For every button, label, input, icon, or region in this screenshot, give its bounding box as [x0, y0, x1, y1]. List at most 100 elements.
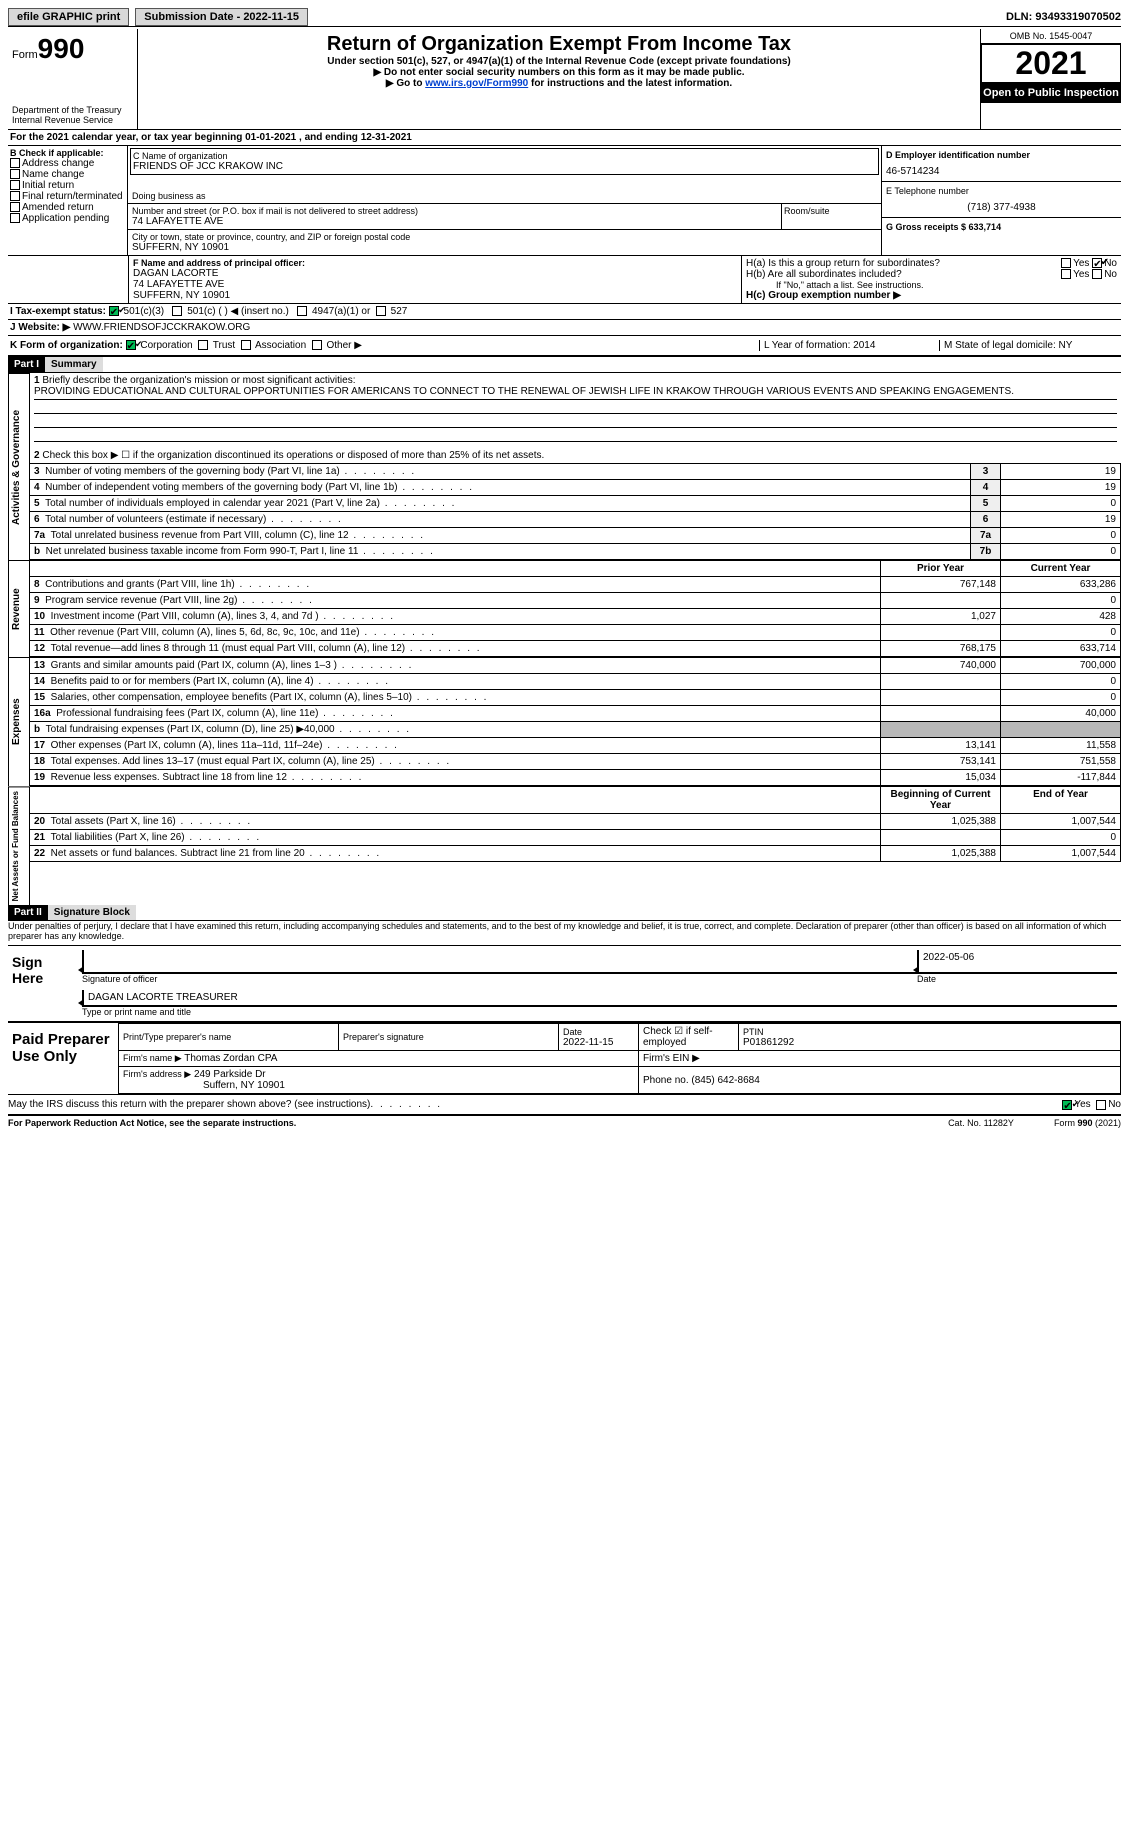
m-state: M State of legal domicile: NY	[939, 340, 1119, 351]
part2-title: Signature Block	[48, 905, 136, 920]
part1-num: Part I	[8, 357, 45, 372]
opt-amended[interactable]: Amended return	[22, 202, 94, 213]
k-corp[interactable]: Corporation	[140, 340, 192, 351]
paid-preparer-label: Paid Preparer Use Only	[8, 1023, 118, 1094]
form-number: 990	[38, 33, 85, 64]
website-value: WWW.FRIENDSOFJCCKRAKOW.ORG	[73, 322, 250, 333]
ha-label: H(a) Is this a group return for subordin…	[746, 258, 1061, 269]
table-row: 8 Contributions and grants (Part VIII, l…	[30, 577, 1121, 593]
j-label: J Website: ▶	[10, 322, 70, 333]
form-label: Form	[12, 49, 38, 61]
i-501c[interactable]: 501(c) ( ) ◀ (insert no.)	[187, 306, 289, 317]
perjury-text: Under penalties of perjury, I declare th…	[8, 921, 1121, 941]
ptin-value: P01861292	[743, 1037, 1116, 1048]
officer-name: DAGAN LACORTE	[133, 268, 737, 279]
table-row: 5 Total number of individuals employed i…	[30, 496, 1121, 512]
table-row: 4 Number of independent voting members o…	[30, 480, 1121, 496]
hb-note: If "No," attach a list. See instructions…	[746, 280, 1117, 290]
officer-name-title: DAGAN LACORTE TREASURER	[88, 992, 238, 1003]
goto-post: for instructions and the latest informat…	[528, 78, 732, 89]
cat-no: Cat. No. 11282Y	[948, 1118, 1014, 1128]
i-label: I Tax-exempt status:	[10, 306, 106, 317]
firm-addr-label: Firm's address ▶	[123, 1069, 191, 1079]
subtitle-2: ▶ Do not enter social security numbers o…	[142, 67, 976, 78]
c-name-label: C Name of organization	[133, 151, 876, 161]
self-employed-check[interactable]: Check ☑ if self-employed	[639, 1024, 739, 1051]
k-other[interactable]: Other ▶	[326, 340, 361, 351]
subtitle-1: Under section 501(c), 527, or 4947(a)(1)…	[142, 56, 976, 67]
g-receipts: G Gross receipts $ 633,714	[886, 222, 1117, 232]
dept-treasury: Department of the Treasury	[12, 105, 133, 115]
opt-name-change[interactable]: Name change	[22, 169, 84, 180]
table-row: 11 Other revenue (Part VIII, column (A),…	[30, 625, 1121, 641]
mission-text: PROVIDING EDUCATIONAL AND CULTURAL OPPOR…	[34, 386, 1117, 400]
hdr-end: End of Year	[1001, 787, 1121, 814]
irs-link[interactable]: www.irs.gov/Form990	[425, 78, 528, 89]
i-501c3[interactable]: 501(c)(3)	[124, 306, 165, 317]
table-row: 21 Total liabilities (Part X, line 26)0	[30, 830, 1121, 846]
prep-name-label: Print/Type preparer's name	[123, 1032, 334, 1042]
form-title: Return of Organization Exempt From Incom…	[142, 33, 976, 56]
table-row: 17 Other expenses (Part IX, column (A), …	[30, 738, 1121, 754]
discuss-no[interactable]: No	[1108, 1099, 1121, 1110]
sign-here-label: Sign Here	[8, 946, 78, 1021]
k-trust[interactable]: Trust	[213, 340, 235, 351]
ptin-label: PTIN	[743, 1027, 1116, 1037]
k-label: K Form of organization:	[10, 340, 123, 351]
d-ein-label: D Employer identification number	[886, 150, 1117, 160]
opt-addr-change[interactable]: Address change	[22, 158, 94, 169]
ein-value: 46-5714234	[886, 166, 1117, 177]
date-label: Date	[917, 974, 1117, 984]
opt-final[interactable]: Final return/terminated	[22, 191, 123, 202]
table-row: 22 Net assets or fund balances. Subtract…	[30, 846, 1121, 862]
hb-yes[interactable]: Yes	[1073, 269, 1089, 280]
efile-button[interactable]: efile GRAPHIC print	[8, 8, 129, 26]
opt-initial[interactable]: Initial return	[22, 180, 74, 191]
street-address: 74 LAFAYETTE AVE	[132, 216, 777, 227]
officer-addr2: SUFFERN, NY 10901	[133, 290, 737, 301]
firm-name-label: Firm's name ▶	[123, 1053, 182, 1063]
table-row: 16a Professional fundraising fees (Part …	[30, 706, 1121, 722]
sig-date: 2022-05-06	[923, 952, 974, 963]
form-header: Form990 Department of the Treasury Inter…	[8, 29, 1121, 130]
pra-notice: For Paperwork Reduction Act Notice, see …	[8, 1118, 296, 1128]
k-assoc[interactable]: Association	[255, 340, 306, 351]
opt-pending[interactable]: Application pending	[22, 213, 109, 224]
line1-label: Briefly describe the organization's miss…	[42, 375, 355, 386]
hdr-current: Current Year	[1001, 561, 1121, 577]
table-row: b Total fundraising expenses (Part IX, c…	[30, 722, 1121, 738]
i-527[interactable]: 527	[391, 306, 408, 317]
table-row: 14 Benefits paid to or for members (Part…	[30, 674, 1121, 690]
prep-date: 2022-11-15	[563, 1037, 634, 1048]
table-row: 7a Total unrelated business revenue from…	[30, 528, 1121, 544]
hb-no[interactable]: No	[1104, 269, 1117, 280]
addr-label: Number and street (or P.O. box if mail i…	[132, 206, 777, 216]
section-b-label: B Check if applicable:	[10, 148, 125, 158]
table-row: 6 Total number of volunteers (estimate i…	[30, 512, 1121, 528]
firm-addr2: Suffern, NY 10901	[123, 1080, 285, 1091]
phone-value: (718) 377-4938	[886, 202, 1117, 213]
table-row: 18 Total expenses. Add lines 13–17 (must…	[30, 754, 1121, 770]
open-inspection: Open to Public Inspection	[981, 83, 1121, 103]
irs-label: Internal Revenue Service	[12, 115, 133, 125]
prep-sig-label: Preparer's signature	[343, 1032, 554, 1042]
line2-text: Check this box ▶ ☐ if the organization d…	[42, 450, 544, 461]
table-row: 12 Total revenue—add lines 8 through 11 …	[30, 641, 1121, 657]
table-row: 9 Program service revenue (Part VIII, li…	[30, 593, 1121, 609]
hc-label: H(c) Group exemption number ▶	[746, 290, 1117, 301]
ha-yes[interactable]: Yes	[1073, 258, 1089, 269]
table-row: 3 Number of voting members of the govern…	[30, 464, 1121, 480]
sig-officer-label: Signature of officer	[82, 974, 917, 984]
table-row: 10 Investment income (Part VIII, column …	[30, 609, 1121, 625]
firm-phone: Phone no. (845) 642-8684	[639, 1067, 1121, 1094]
room-label: Room/suite	[781, 204, 881, 229]
omb-number: OMB No. 1545-0047	[981, 29, 1121, 44]
officer-addr1: 74 LAFAYETTE AVE	[133, 279, 737, 290]
table-row: b Net unrelated business taxable income …	[30, 544, 1121, 560]
form-version: Form 990 (2021)	[1054, 1118, 1121, 1128]
i-4947[interactable]: 4947(a)(1) or	[312, 306, 370, 317]
discuss-label: May the IRS discuss this return with the…	[8, 1099, 370, 1110]
firm-name: Thomas Zordan CPA	[184, 1053, 277, 1064]
part2-num: Part II	[8, 905, 48, 920]
top-bar: efile GRAPHIC print Submission Date - 20…	[8, 8, 1121, 27]
